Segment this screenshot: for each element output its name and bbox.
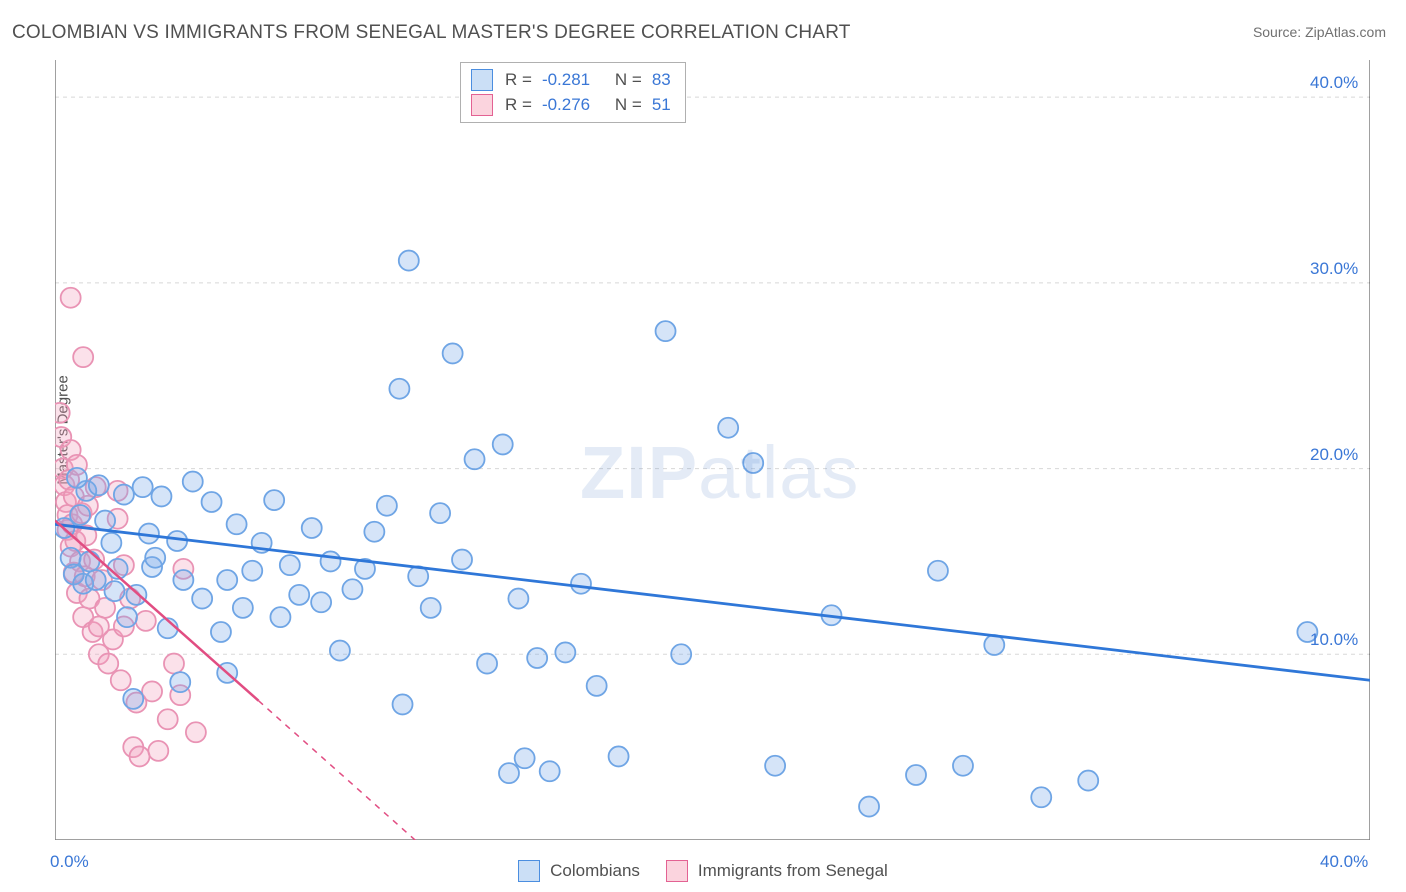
x-tick-label-right: 40.0% [1320, 852, 1368, 872]
legend-label: Immigrants from Senegal [698, 861, 888, 881]
r-value: -0.276 [542, 93, 590, 118]
scatter-plot [55, 60, 1370, 840]
y-tick-label: 30.0% [1310, 259, 1358, 279]
y-tick-label: 20.0% [1310, 445, 1358, 465]
r-value: -0.281 [542, 68, 590, 93]
stats-row-senegal: R = -0.276 N = 51 [471, 93, 671, 118]
x-tick-label-left: 0.0% [50, 852, 89, 872]
r-label: R = [505, 68, 532, 93]
n-label: N = [615, 93, 642, 118]
n-value: 83 [652, 68, 671, 93]
y-tick-label: 10.0% [1310, 630, 1358, 650]
legend-label: Colombians [550, 861, 640, 881]
swatch-colombians [471, 69, 493, 91]
stats-row-colombians: R = -0.281 N = 83 [471, 68, 671, 93]
legend-item-senegal: Immigrants from Senegal [666, 860, 888, 882]
swatch-senegal [471, 94, 493, 116]
y-tick-label: 40.0% [1310, 73, 1358, 93]
n-label: N = [615, 68, 642, 93]
chart-title: COLOMBIAN VS IMMIGRANTS FROM SENEGAL MAS… [12, 22, 851, 44]
swatch-senegal [666, 860, 688, 882]
n-value: 51 [652, 93, 671, 118]
swatch-colombians [518, 860, 540, 882]
source-attribution: Source: ZipAtlas.com [1253, 24, 1386, 40]
chart-container: COLOMBIAN VS IMMIGRANTS FROM SENEGAL MAS… [0, 0, 1406, 892]
legend-item-colombians: Colombians [518, 860, 640, 882]
stats-legend-box: R = -0.281 N = 83 R = -0.276 N = 51 [460, 62, 686, 123]
bottom-legend: Colombians Immigrants from Senegal [0, 860, 1406, 882]
r-label: R = [505, 93, 532, 118]
